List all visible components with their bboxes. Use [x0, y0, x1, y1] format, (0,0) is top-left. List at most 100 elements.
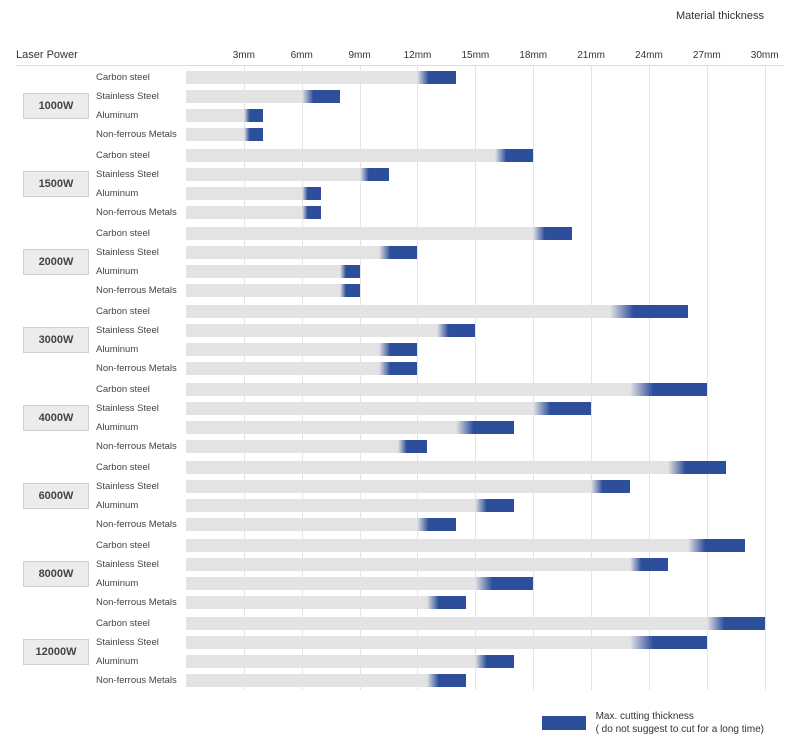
bar-track — [186, 206, 784, 219]
bar-base — [186, 324, 437, 337]
axis-tick: 9mm — [348, 50, 370, 61]
material-label: Carbon steel — [96, 540, 186, 551]
material-label: Aluminum — [96, 578, 186, 589]
axis-tick: 27mm — [693, 50, 721, 61]
bar-max — [340, 284, 359, 297]
material-label: Carbon steel — [96, 618, 186, 629]
rows-col: Carbon steelStainless SteelAluminumNon-f… — [96, 302, 784, 378]
bar-row: Non-ferrous Metals — [96, 359, 784, 378]
bar-track — [186, 305, 784, 318]
material-label: Non-ferrous Metals — [96, 129, 186, 140]
bar-row: Non-ferrous Metals — [96, 203, 784, 222]
bar-row: Non-ferrous Metals — [96, 593, 784, 612]
bar-row: Stainless Steel — [96, 477, 784, 496]
power-cell: 6000W — [16, 458, 96, 534]
material-label: Carbon steel — [96, 462, 186, 473]
bar-row: Aluminum — [96, 574, 784, 593]
material-label: Carbon steel — [96, 306, 186, 317]
bar-row: Stainless Steel — [96, 87, 784, 106]
rows-col: Carbon steelStainless SteelAluminumNon-f… — [96, 380, 784, 456]
power-group: 1000WCarbon steelStainless SteelAluminum… — [16, 68, 784, 144]
bar-base — [186, 674, 427, 687]
bar-track — [186, 168, 784, 181]
bar-track — [186, 109, 784, 122]
bar-max — [244, 128, 263, 141]
power-badge: 1500W — [23, 171, 89, 197]
bar-row: Aluminum — [96, 496, 784, 515]
axis-tick: 30mm — [751, 50, 779, 61]
bar-track — [186, 187, 784, 200]
bar-track — [186, 499, 784, 512]
axis-tick: 12mm — [404, 50, 432, 61]
bar-row: Stainless Steel — [96, 633, 784, 652]
bar-track — [186, 246, 784, 259]
legend-line2: ( do not suggest to cut for a long time) — [596, 723, 764, 736]
bar-row: Carbon steel — [96, 536, 784, 555]
power-cell: 2000W — [16, 224, 96, 300]
bar-base — [186, 461, 668, 474]
rows-col: Carbon steelStainless SteelAluminumNon-f… — [96, 224, 784, 300]
bar-row: Carbon steel — [96, 458, 784, 477]
bar-base — [186, 499, 475, 512]
bar-max — [360, 168, 389, 181]
bar-max — [533, 402, 591, 415]
material-label: Carbon steel — [96, 150, 186, 161]
chart: Laser Power 3mm6mm9mm12mm15mm18mm21mm24m… — [16, 40, 784, 690]
bar-track — [186, 596, 784, 609]
bar-track — [186, 636, 784, 649]
bar-row: Carbon steel — [96, 302, 784, 321]
bar-track — [186, 71, 784, 84]
bar-row: Stainless Steel — [96, 555, 784, 574]
bar-max — [379, 362, 418, 375]
bar-base — [186, 187, 302, 200]
material-label: Non-ferrous Metals — [96, 285, 186, 296]
material-label: Non-ferrous Metals — [96, 207, 186, 218]
bar-track — [186, 149, 784, 162]
material-label: Carbon steel — [96, 228, 186, 239]
bar-max — [398, 440, 427, 453]
axis-plot: 3mm6mm9mm12mm15mm18mm21mm24mm27mm30mm — [186, 40, 784, 65]
legend-text: Max. cutting thickness ( do not suggest … — [596, 710, 764, 736]
power-group: 2000W Carbon steelStainless SteelAluminum… — [16, 224, 784, 300]
bar-max — [475, 499, 514, 512]
bar-max — [379, 343, 418, 356]
bar-base — [186, 343, 379, 356]
bar-track — [186, 674, 784, 687]
axis-tick: 3mm — [233, 50, 255, 61]
bar-track — [186, 284, 784, 297]
material-label: Stainless Steel — [96, 91, 186, 102]
power-group: 12000WCarbon steelStainless SteelAluminu… — [16, 614, 784, 690]
rows-col: Carbon steelStainless SteelAluminumNon-f… — [96, 146, 784, 222]
bar-track — [186, 461, 784, 474]
power-group: 6000W Carbon steel Stainless SteelAluminum… — [16, 458, 784, 534]
axis-tick: 15mm — [461, 50, 489, 61]
bar-track — [186, 227, 784, 240]
material-label: Stainless Steel — [96, 559, 186, 570]
bar-row: Non-ferrous Metals — [96, 437, 784, 456]
bar-max — [475, 577, 533, 590]
material-label: Stainless Steel — [96, 637, 186, 648]
material-label: Stainless Steel — [96, 403, 186, 414]
bar-row: Aluminum — [96, 652, 784, 671]
rows-col: Carbon steelStainless SteelAluminumNon-f… — [96, 614, 784, 690]
material-label: Stainless Steel — [96, 169, 186, 180]
material-label: Non-ferrous Metals — [96, 363, 186, 374]
power-cell: 1000W — [16, 68, 96, 144]
bar-base — [186, 518, 417, 531]
top-title: Material thickness — [16, 10, 784, 22]
bar-max — [495, 149, 534, 162]
power-group: 3000WCarbon steelStainless SteelAluminum… — [16, 302, 784, 378]
bar-track — [186, 324, 784, 337]
bar-track — [186, 577, 784, 590]
bar-max — [379, 246, 418, 259]
power-badge: 2000W — [23, 249, 89, 275]
bar-track — [186, 655, 784, 668]
axis-tick: 21mm — [577, 50, 605, 61]
bar-row: Carbon steel — [96, 68, 784, 87]
bar-max — [688, 539, 746, 552]
bar-max — [302, 206, 321, 219]
bar-max — [437, 324, 476, 337]
power-badge: 6000W — [23, 483, 89, 509]
bar-base — [186, 421, 456, 434]
bar-row: Stainless Steel — [96, 399, 784, 418]
